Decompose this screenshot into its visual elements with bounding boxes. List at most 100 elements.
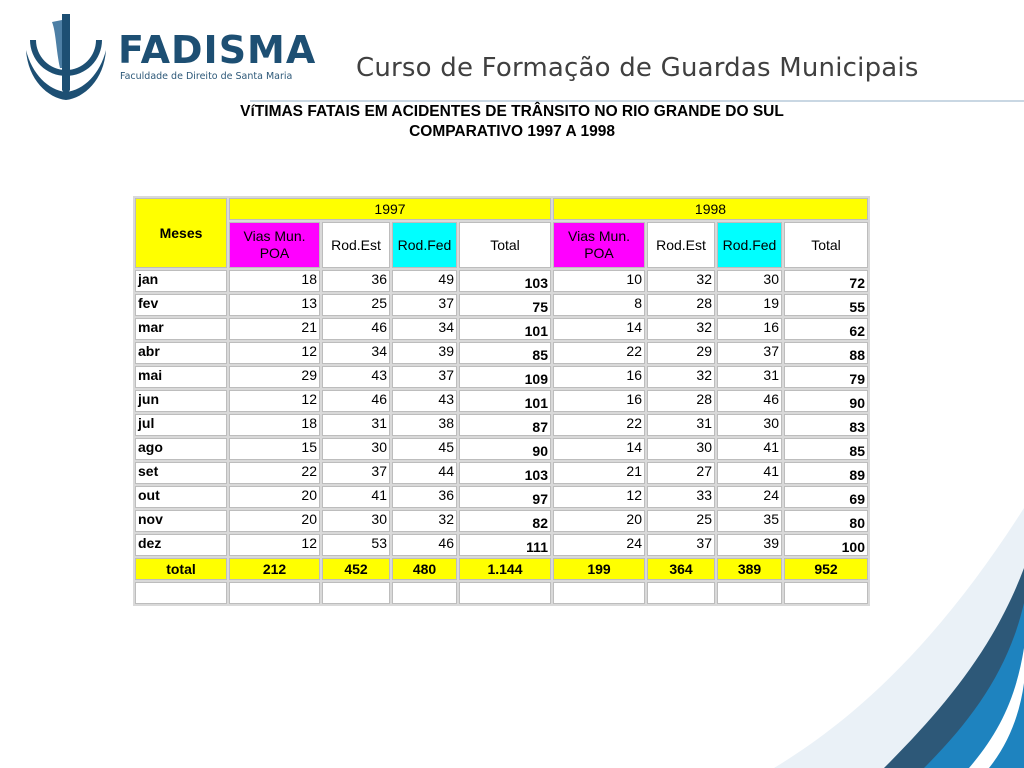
month-cell: jun bbox=[135, 390, 227, 412]
value-cell: 38 bbox=[392, 414, 457, 436]
column-header-total-1998: Total bbox=[784, 222, 868, 268]
course-title: Curso de Formação de Guardas Municipais bbox=[356, 53, 919, 83]
decorative-swoosh bbox=[774, 508, 1024, 768]
value-cell: 44 bbox=[392, 462, 457, 484]
table-row: mar 21 46 34 101 14 32 16 62 bbox=[135, 318, 868, 340]
table-row: nov 20 30 32 82 20 25 35 80 bbox=[135, 510, 868, 532]
total-cell: 480 bbox=[392, 558, 457, 580]
value-cell: 37 bbox=[392, 294, 457, 316]
table-row: set 22 37 44 103 21 27 41 89 bbox=[135, 462, 868, 484]
row-total-cell: 69 bbox=[784, 486, 868, 508]
month-cell: ago bbox=[135, 438, 227, 460]
brand-name: FADISMA bbox=[118, 28, 317, 72]
value-cell: 12 bbox=[229, 534, 320, 556]
totals-row: total 212 452 480 1.144 199 364 389 952 bbox=[135, 558, 868, 580]
value-cell: 41 bbox=[717, 462, 782, 484]
fadisma-logo-icon bbox=[26, 14, 106, 100]
row-total-cell: 90 bbox=[784, 390, 868, 412]
value-cell: 28 bbox=[647, 390, 715, 412]
value-cell: 46 bbox=[322, 318, 390, 340]
row-total-cell: 109 bbox=[459, 366, 551, 388]
document-title-line-1: VíTIMAS FATAIS EM ACIDENTES DE TRÂNSITO … bbox=[240, 103, 784, 120]
month-cell: mai bbox=[135, 366, 227, 388]
table-row: dez 12 53 46 111 24 37 39 100 bbox=[135, 534, 868, 556]
value-cell: 37 bbox=[392, 366, 457, 388]
total-cell: 199 bbox=[553, 558, 645, 580]
row-total-cell: 90 bbox=[459, 438, 551, 460]
value-cell: 31 bbox=[322, 414, 390, 436]
value-cell: 16 bbox=[553, 390, 645, 412]
month-cell: set bbox=[135, 462, 227, 484]
value-cell: 18 bbox=[229, 414, 320, 436]
table-row: abr 12 34 39 85 22 29 37 88 bbox=[135, 342, 868, 364]
value-cell: 12 bbox=[229, 342, 320, 364]
value-cell: 30 bbox=[647, 438, 715, 460]
table-row: jan 18 36 49 103 10 32 30 72 bbox=[135, 270, 868, 292]
value-cell: 12 bbox=[553, 486, 645, 508]
document-title-line-2: COMPARATIVO 1997 A 1998 bbox=[409, 123, 615, 140]
value-cell: 20 bbox=[229, 486, 320, 508]
column-header-rodest-1998: Rod.Est bbox=[647, 222, 715, 268]
row-total-cell: 75 bbox=[459, 294, 551, 316]
row-total-cell: 89 bbox=[784, 462, 868, 484]
total-cell: 389 bbox=[717, 558, 782, 580]
value-cell: 24 bbox=[553, 534, 645, 556]
header-divider bbox=[250, 100, 1024, 102]
row-total-cell: 80 bbox=[784, 510, 868, 532]
table-row: jul 18 31 38 87 22 31 30 83 bbox=[135, 414, 868, 436]
empty-cell bbox=[229, 582, 320, 604]
table-row: fev 13 25 37 75 8 28 19 55 bbox=[135, 294, 868, 316]
total-cell: 1.144 bbox=[459, 558, 551, 580]
year-header-1997: 1997 bbox=[229, 198, 551, 220]
table-row: ago 15 30 45 90 14 30 41 85 bbox=[135, 438, 868, 460]
row-total-cell: 87 bbox=[459, 414, 551, 436]
row-total-cell: 101 bbox=[459, 390, 551, 412]
column-header-vias-1997: Vias Mun. POA bbox=[229, 222, 320, 268]
value-cell: 22 bbox=[553, 414, 645, 436]
total-cell: 952 bbox=[784, 558, 868, 580]
empty-cell bbox=[459, 582, 551, 604]
column-header-rodest-1997: Rod.Est bbox=[322, 222, 390, 268]
row-total-cell: 55 bbox=[784, 294, 868, 316]
month-cell: mar bbox=[135, 318, 227, 340]
value-cell: 34 bbox=[322, 342, 390, 364]
document-title: VíTIMAS FATAIS EM ACIDENTES DE TRÂNSITO … bbox=[0, 102, 1024, 142]
year-header-row: Meses 1997 1998 bbox=[135, 198, 868, 268]
value-cell: 12 bbox=[229, 390, 320, 412]
value-cell: 37 bbox=[717, 342, 782, 364]
value-cell: 21 bbox=[553, 462, 645, 484]
row-total-cell: 100 bbox=[784, 534, 868, 556]
value-cell: 46 bbox=[322, 390, 390, 412]
value-cell: 30 bbox=[322, 510, 390, 532]
row-total-cell: 82 bbox=[459, 510, 551, 532]
value-cell: 32 bbox=[392, 510, 457, 532]
value-cell: 22 bbox=[553, 342, 645, 364]
value-cell: 30 bbox=[322, 438, 390, 460]
value-cell: 8 bbox=[553, 294, 645, 316]
column-header-row: Vias Mun. POA Rod.Est Rod.Fed Total Vias… bbox=[135, 222, 868, 268]
totals-label: total bbox=[135, 558, 227, 580]
value-cell: 36 bbox=[322, 270, 390, 292]
row-total-cell: 83 bbox=[784, 414, 868, 436]
value-cell: 39 bbox=[392, 342, 457, 364]
empty-cell bbox=[784, 582, 868, 604]
table-row: mai 29 43 37 109 16 32 31 79 bbox=[135, 366, 868, 388]
month-cell: dez bbox=[135, 534, 227, 556]
month-cell: jul bbox=[135, 414, 227, 436]
row-total-cell: 85 bbox=[784, 438, 868, 460]
empty-row bbox=[135, 582, 868, 604]
value-cell: 14 bbox=[553, 318, 645, 340]
row-total-cell: 97 bbox=[459, 486, 551, 508]
total-cell: 212 bbox=[229, 558, 320, 580]
month-cell: nov bbox=[135, 510, 227, 532]
value-cell: 35 bbox=[717, 510, 782, 532]
value-cell: 30 bbox=[717, 270, 782, 292]
value-cell: 49 bbox=[392, 270, 457, 292]
value-cell: 39 bbox=[717, 534, 782, 556]
value-cell: 24 bbox=[717, 486, 782, 508]
row-total-cell: 79 bbox=[784, 366, 868, 388]
row-total-cell: 85 bbox=[459, 342, 551, 364]
value-cell: 20 bbox=[229, 510, 320, 532]
value-cell: 25 bbox=[647, 510, 715, 532]
value-cell: 13 bbox=[229, 294, 320, 316]
